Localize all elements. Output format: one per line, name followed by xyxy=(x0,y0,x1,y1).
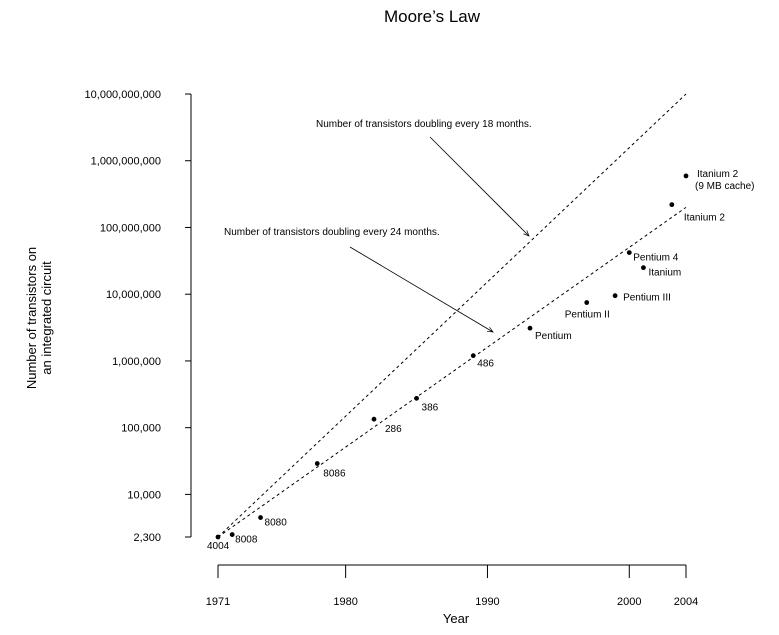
annotation-arrow xyxy=(429,136,529,236)
y-tick-label: 100,000,000 xyxy=(100,222,161,234)
trend-line-annotation: Number of transistors doubling every 18 … xyxy=(316,119,532,130)
y-tick-label: 10,000 xyxy=(127,489,161,501)
axes: 2,300 10,000 100,000 1,000,000 10,000,000 100… xyxy=(85,89,699,608)
data-point-label: Pentium xyxy=(535,331,572,342)
x-tick-label: 1971 xyxy=(206,596,230,608)
data-point-label: 8086 xyxy=(323,469,346,480)
data-point-label: (9 MB cache) xyxy=(695,181,754,192)
trend-line xyxy=(217,93,687,538)
data-point xyxy=(229,532,235,537)
data-point-label: Itanium xyxy=(648,268,681,279)
data-point-label: Itanium 2 xyxy=(697,169,739,180)
data-point xyxy=(314,461,320,466)
y-tick-label: 1,000,000,000 xyxy=(91,156,161,168)
data-point xyxy=(258,515,263,520)
data-point xyxy=(215,534,221,540)
annotation-arrow xyxy=(349,246,493,332)
trend-line-annotation: Number of transistors doubling every 24 … xyxy=(224,227,440,238)
data-point-label: 4004 xyxy=(207,541,230,552)
data-point xyxy=(641,265,646,271)
y-tick-label: 10,000,000,000 xyxy=(85,89,161,101)
y-tick-label: 100,000 xyxy=(121,423,161,435)
data-point-label: 8008 xyxy=(235,535,258,546)
x-tick-label: 2000 xyxy=(617,596,641,608)
y-tick-label: 10,000,000 xyxy=(106,289,161,301)
y-tick-label: 2,300 xyxy=(133,532,161,544)
data-point xyxy=(414,395,419,401)
data-point-label: 8080 xyxy=(265,518,288,529)
trend-line xyxy=(217,206,687,538)
data-point-label: Itanium 2 xyxy=(684,213,726,224)
data-point xyxy=(683,173,689,179)
data-points: 4004 8008 8080 8086 286 386 486 Pentium Pentium … xyxy=(207,169,754,552)
data-point xyxy=(470,353,476,359)
x-tick-label: 2004 xyxy=(674,596,698,608)
data-point xyxy=(371,416,377,422)
data-point-label: 286 xyxy=(385,424,402,435)
data-point-label: Pentium II xyxy=(565,310,610,321)
y-tick-label: 1,000,000 xyxy=(112,356,161,368)
data-point-label: Pentium 4 xyxy=(633,253,678,264)
y-axis-label-line-2: an integrated circuit xyxy=(39,261,54,375)
x-tick-label: 1990 xyxy=(475,596,499,608)
data-point xyxy=(584,300,590,305)
data-point-label: Pentium III xyxy=(623,293,671,304)
data-point xyxy=(669,202,675,208)
data-point-label: 386 xyxy=(422,402,439,413)
x-axis-label: Year xyxy=(443,611,470,626)
trend-lines: Number of transistors doubling every 18 … xyxy=(217,93,687,538)
data-point xyxy=(626,250,632,256)
data-point xyxy=(527,325,533,331)
y-axis-label-line-1: Number of transistors on xyxy=(24,247,39,389)
data-point-label: 486 xyxy=(477,359,494,370)
x-tick-label: 1980 xyxy=(333,596,357,608)
chart-title: Moore’s Law xyxy=(384,7,481,26)
data-point xyxy=(612,293,618,299)
